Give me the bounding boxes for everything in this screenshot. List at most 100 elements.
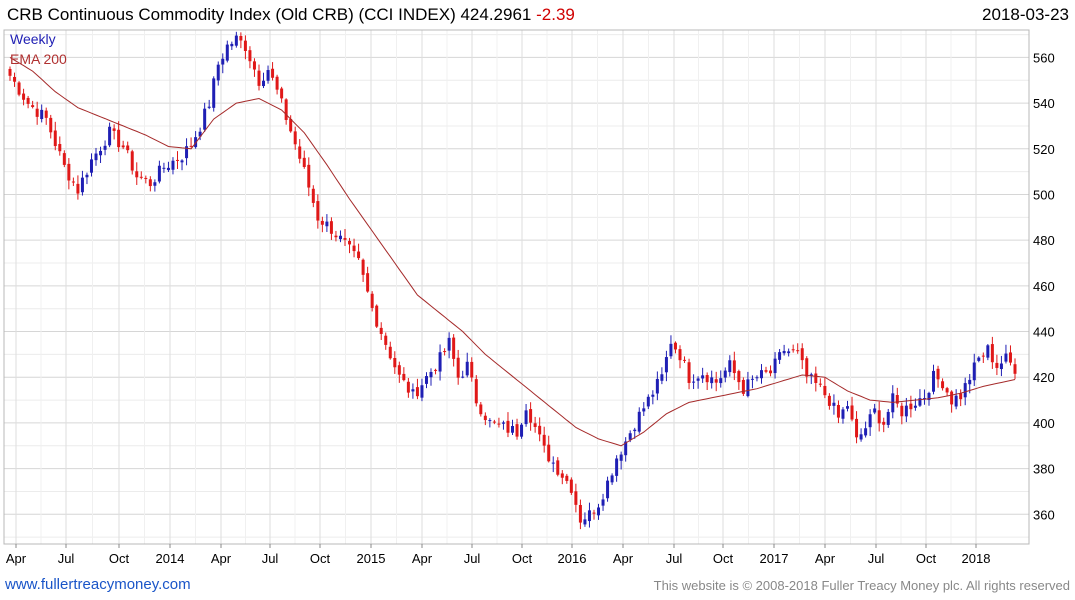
candle-body bbox=[212, 78, 216, 108]
candle-body bbox=[778, 352, 782, 360]
candle-body bbox=[298, 146, 302, 159]
candle-body bbox=[533, 423, 537, 427]
candle-body bbox=[759, 370, 763, 379]
candle-body bbox=[334, 235, 338, 238]
candle-body bbox=[601, 499, 605, 506]
candle-body bbox=[873, 408, 877, 413]
candle-body bbox=[221, 58, 225, 65]
candle-body bbox=[316, 201, 320, 221]
candle-body bbox=[850, 405, 854, 420]
candle-body bbox=[855, 418, 859, 438]
candle-body bbox=[438, 352, 442, 372]
candle-body bbox=[62, 153, 66, 165]
candle-body bbox=[420, 385, 424, 398]
candle-body bbox=[660, 374, 664, 381]
candle-body bbox=[959, 393, 963, 400]
x-tick-label: Oct bbox=[109, 551, 130, 566]
candle-body bbox=[465, 361, 469, 376]
candle-body bbox=[289, 118, 293, 132]
candle-body bbox=[67, 163, 71, 181]
candle-body bbox=[506, 420, 510, 433]
candle-body bbox=[402, 373, 406, 381]
y-tick-label: 500 bbox=[1033, 187, 1055, 202]
x-tick-label: Apr bbox=[815, 551, 836, 566]
candle-body bbox=[497, 423, 501, 425]
candle-body bbox=[139, 176, 143, 178]
candle-body bbox=[162, 167, 166, 169]
candle-body bbox=[230, 43, 234, 47]
candle-body bbox=[805, 358, 809, 377]
candle-body bbox=[972, 362, 976, 381]
candle-body bbox=[556, 460, 560, 475]
candle-body bbox=[130, 151, 134, 171]
y-tick-label: 520 bbox=[1033, 142, 1055, 157]
candle-body bbox=[628, 433, 632, 440]
candle-body bbox=[8, 68, 12, 76]
candle-body bbox=[529, 409, 533, 423]
candle-body bbox=[94, 153, 98, 161]
candle-body bbox=[216, 64, 220, 81]
chart-date: 2018-03-23 bbox=[982, 5, 1069, 24]
candle-body bbox=[126, 145, 130, 151]
candle-body bbox=[615, 458, 619, 476]
candle-body bbox=[352, 245, 356, 252]
candle-body bbox=[166, 167, 170, 171]
candle-body bbox=[26, 97, 30, 104]
candle-body bbox=[470, 361, 474, 378]
copyright-notice: This website is © 2008-2018 Fuller Treac… bbox=[653, 578, 1070, 593]
x-tick-label: Jul bbox=[868, 551, 885, 566]
y-tick-label: 480 bbox=[1033, 233, 1055, 248]
website-link[interactable]: www.fullertreacymoney.com bbox=[5, 576, 191, 593]
candle-body bbox=[488, 420, 492, 422]
candle-body bbox=[338, 235, 342, 240]
candle-body bbox=[859, 434, 863, 440]
candle-body bbox=[846, 406, 849, 409]
candle-body bbox=[325, 221, 329, 227]
candle-body bbox=[827, 395, 831, 406]
x-tick-label: Oct bbox=[916, 551, 937, 566]
candle-body bbox=[705, 375, 709, 383]
candle-body bbox=[99, 150, 103, 156]
candle-body bbox=[773, 358, 777, 374]
candle-body bbox=[723, 370, 727, 378]
y-tick-label: 400 bbox=[1033, 416, 1055, 431]
ema-200-line bbox=[9, 56, 1016, 447]
x-tick-label: 2018 bbox=[962, 551, 991, 566]
y-tick-label: 440 bbox=[1033, 325, 1055, 340]
candle-body bbox=[411, 389, 415, 392]
candle-body bbox=[578, 504, 582, 523]
candle-body bbox=[895, 395, 899, 404]
candle-body bbox=[40, 109, 44, 120]
candle-body bbox=[882, 421, 886, 425]
candle-body bbox=[511, 426, 514, 433]
candle-body bbox=[58, 143, 62, 152]
candle-body bbox=[293, 131, 297, 145]
candle-body bbox=[311, 188, 315, 203]
candle-body bbox=[624, 441, 628, 456]
candle-body bbox=[932, 370, 936, 392]
candle-body bbox=[108, 126, 112, 146]
candle-body bbox=[809, 374, 813, 376]
candle-body bbox=[714, 379, 718, 383]
candle-body bbox=[22, 93, 26, 100]
candle-body bbox=[646, 396, 650, 407]
y-axis: 360 380 400 420 440 460 480 500 520 540 560 bbox=[1033, 50, 1055, 522]
candle-body bbox=[348, 240, 352, 245]
candle-body bbox=[551, 462, 555, 464]
candle-body bbox=[266, 70, 270, 81]
candle-body bbox=[17, 82, 21, 95]
candle-body bbox=[384, 335, 388, 345]
candle-body bbox=[954, 395, 958, 407]
candle-body bbox=[900, 405, 904, 417]
candle-body bbox=[619, 454, 623, 461]
candle-body bbox=[655, 378, 659, 394]
candle-body bbox=[171, 160, 175, 170]
candle-body bbox=[329, 221, 333, 234]
candle-body bbox=[999, 363, 1003, 370]
candle-body bbox=[968, 379, 972, 385]
x-tick-label: 2017 bbox=[760, 551, 789, 566]
candle-body bbox=[434, 369, 438, 371]
candle-body bbox=[832, 402, 836, 406]
candle-body bbox=[1004, 353, 1008, 362]
candle-body bbox=[44, 110, 48, 118]
